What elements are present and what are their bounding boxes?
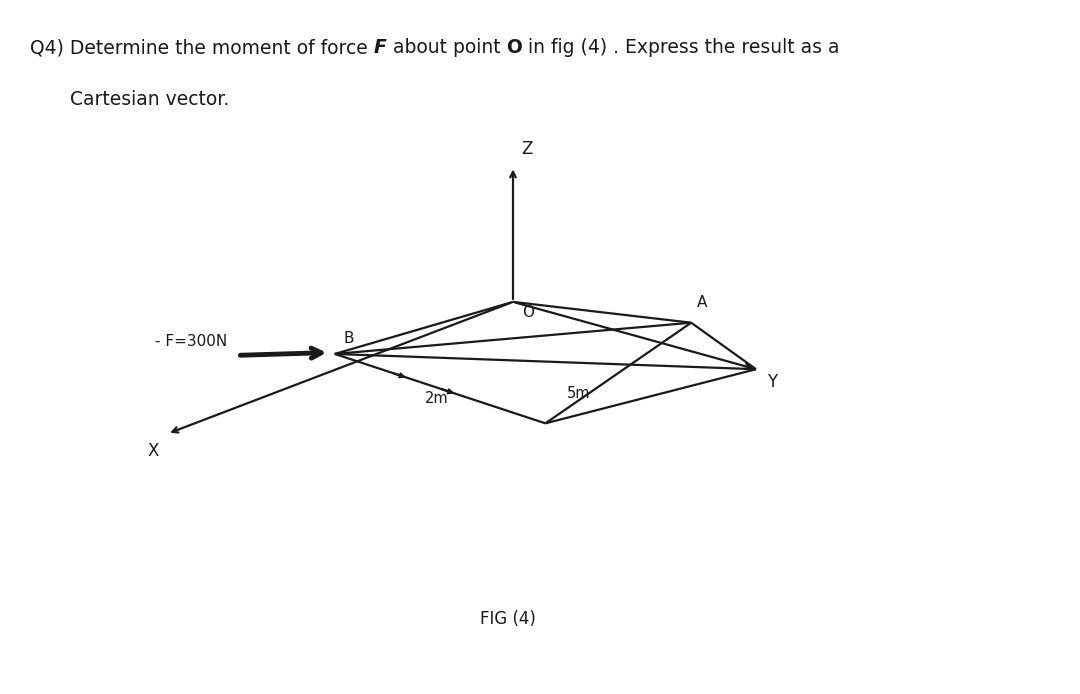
Text: in fig (4) . Express the result as a: in fig (4) . Express the result as a [523, 38, 840, 57]
Text: 2m: 2m [424, 391, 448, 406]
Text: Cartesian vector.: Cartesian vector. [70, 90, 229, 109]
Text: Y: Y [767, 373, 777, 391]
Text: B: B [343, 330, 354, 346]
Text: Q4) Determine the moment of force: Q4) Determine the moment of force [30, 38, 374, 57]
Text: about point: about point [387, 38, 507, 57]
Text: Z: Z [522, 140, 534, 158]
Text: O: O [522, 305, 534, 321]
Text: O: O [507, 38, 523, 57]
Text: X: X [147, 442, 159, 460]
Text: A: A [697, 295, 707, 310]
Text: 5m: 5m [567, 386, 591, 401]
Text: FIG (4): FIG (4) [480, 610, 536, 628]
Text: - F=300N: - F=300N [154, 334, 227, 349]
Text: F: F [374, 38, 387, 57]
